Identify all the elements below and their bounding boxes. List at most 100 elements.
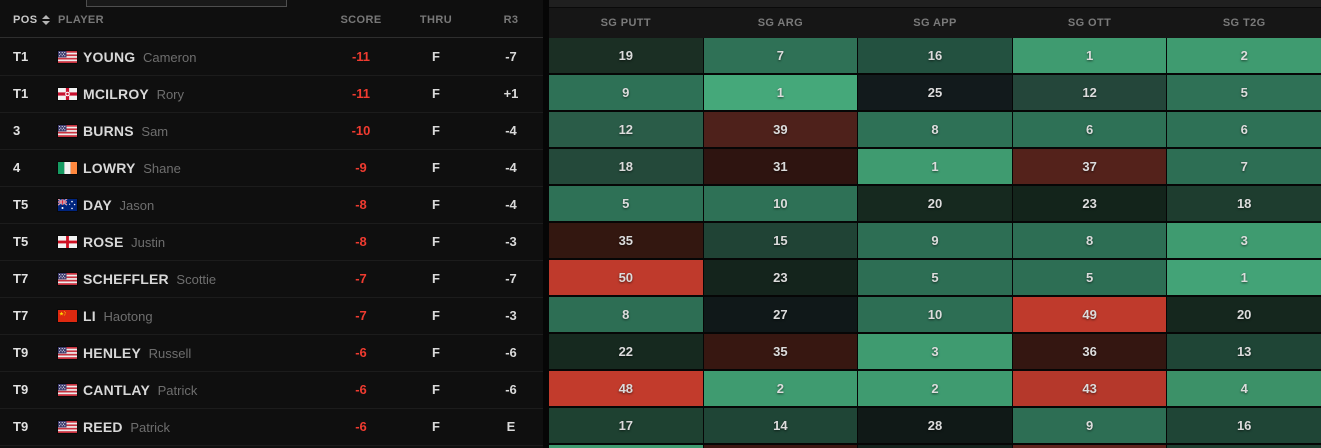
thru-value: F <box>432 49 440 64</box>
sg-col-header[interactable]: SG APP <box>913 17 957 29</box>
sg-cell: 16 <box>1167 408 1321 443</box>
player-last-name: LOWRY <box>83 160 136 176</box>
sg-cell: 20 <box>858 186 1012 221</box>
position-value: T9 <box>13 419 29 434</box>
thru-value: F <box>432 86 440 101</box>
player-name: REED Patrick <box>83 409 170 445</box>
sg-cell: 7 <box>703 38 858 73</box>
sg-cell: 3 <box>1167 223 1321 258</box>
table-row[interactable]: T9 REED Patrick -6 F E <box>0 409 543 446</box>
sg-cell: 1 <box>703 75 858 110</box>
sg-col-header[interactable]: SG ARG <box>757 17 804 29</box>
player-name: BURNS Sam <box>83 113 168 149</box>
player-name: LOWRY Shane <box>83 150 181 186</box>
thru-value: F <box>432 123 440 138</box>
sg-cell: 19 <box>549 38 703 73</box>
position-value: T7 <box>13 271 29 286</box>
col-header-pos[interactable]: POS <box>13 14 38 26</box>
player-last-name: BURNS <box>83 123 134 139</box>
thru-value: F <box>432 160 440 175</box>
sort-desc-icon <box>42 21 50 25</box>
player-last-name: MCILROY <box>83 86 149 102</box>
sg-cell: 23 <box>1012 186 1167 221</box>
leaderboard-rows: T1 YOUNG Cameron -11 F -7 T1 MCILROY Ror… <box>0 39 543 446</box>
table-row[interactable]: 3 BURNS Sam -10 F -4 <box>0 113 543 150</box>
thru-value: F <box>432 382 440 397</box>
table-row[interactable]: 4 LOWRY Shane -9 F -4 <box>0 150 543 187</box>
thru-value: F <box>432 419 440 434</box>
sg-cell: 6 <box>1167 112 1321 147</box>
r3-value: -7 <box>505 49 517 64</box>
player-first-name: Shane <box>139 161 181 176</box>
sg-partial-cell <box>1012 445 1167 448</box>
sg-cell: 6 <box>1012 112 1167 147</box>
col-header-thru[interactable]: THRU <box>419 14 453 26</box>
position-value: T5 <box>13 234 29 249</box>
sg-cell: 14 <box>703 408 858 443</box>
thru-value: F <box>432 197 440 212</box>
r3-value: -4 <box>505 160 517 175</box>
sg-cell: 28 <box>858 408 1012 443</box>
player-name: MCILROY Rory <box>83 76 184 112</box>
sg-col-header[interactable]: SG OTT <box>1067 17 1112 29</box>
leaderboard-panel: POS PLAYER SCORE THRU R3 T1 YOUNG Camero… <box>0 0 543 448</box>
sg-cell: 15 <box>703 223 858 258</box>
score-value: -9 <box>355 160 367 175</box>
flag-us-icon <box>58 125 77 137</box>
sg-cell: 2 <box>703 371 858 406</box>
sg-panel-top-strip <box>549 0 1321 8</box>
col-header-r3[interactable]: R3 <box>503 14 519 26</box>
sg-col-header[interactable]: SG T2G <box>1222 17 1266 29</box>
sg-cell: 27 <box>703 297 858 332</box>
sg-cell: 8 <box>1012 223 1167 258</box>
flag-us-icon <box>58 421 77 433</box>
col-header-player[interactable]: PLAYER <box>58 14 105 26</box>
player-first-name: Justin <box>127 235 166 250</box>
sg-cell: 23 <box>703 260 858 295</box>
player-first-name: Scottie <box>172 272 217 287</box>
player-last-name: CANTLAY <box>83 382 150 398</box>
player-first-name: Patrick <box>154 383 198 398</box>
player-last-name: LI <box>83 308 96 324</box>
sg-cell: 50 <box>549 260 703 295</box>
strokes-gained-panel: SG PUTT SG ARG SG APP SG OTT SG T2G 19 7 16 1 2 9… <box>549 0 1321 448</box>
sg-cell: 13 <box>1167 334 1321 369</box>
table-row[interactable]: T5 ROSE Justin -8 F -3 <box>0 224 543 261</box>
sg-cell: 8 <box>549 297 703 332</box>
sg-cell: 49 <box>1012 297 1167 332</box>
sort-icon[interactable] <box>42 15 50 25</box>
sg-partial-cell <box>858 445 1012 448</box>
flag-ie-icon <box>58 162 77 174</box>
player-last-name: YOUNG <box>83 49 136 65</box>
position-value: T7 <box>13 308 29 323</box>
player-last-name: HENLEY <box>83 345 141 361</box>
sg-cell: 1 <box>858 149 1012 184</box>
sg-cell: 1 <box>1012 38 1167 73</box>
score-value: -6 <box>355 345 367 360</box>
table-row[interactable]: T1 YOUNG Cameron -11 F -7 <box>0 39 543 76</box>
sg-cell: 37 <box>1012 149 1167 184</box>
r3-value: -7 <box>505 271 517 286</box>
sg-cell: 18 <box>1167 186 1321 221</box>
player-first-name: Sam <box>137 124 169 139</box>
position-value: 4 <box>13 160 21 175</box>
col-header-score[interactable]: SCORE <box>340 14 382 26</box>
table-row[interactable]: T9 CANTLAY Patrick -6 F -6 <box>0 372 543 409</box>
table-row[interactable]: T7 SCHEFFLER Scottie -7 F -7 <box>0 261 543 298</box>
sg-cell: 4 <box>1167 371 1321 406</box>
table-row[interactable]: T7 LI Haotong -7 F -3 <box>0 298 543 335</box>
table-row[interactable]: T5 DAY Jason -8 F -4 <box>0 187 543 224</box>
score-value: -7 <box>355 308 367 323</box>
sg-cell: 43 <box>1012 371 1167 406</box>
r3-value: +1 <box>503 86 519 101</box>
table-row[interactable]: T9 HENLEY Russell -6 F -6 <box>0 335 543 372</box>
r3-value: -6 <box>505 382 517 397</box>
sg-col-header[interactable]: SG PUTT <box>600 17 652 29</box>
partial-filter-control[interactable] <box>86 0 287 7</box>
flag-us-icon <box>58 51 77 63</box>
player-first-name: Jason <box>115 198 155 213</box>
score-value: -11 <box>351 49 371 64</box>
flag-us-icon <box>58 273 77 285</box>
sg-cell: 20 <box>1167 297 1321 332</box>
table-row[interactable]: T1 MCILROY Rory -11 F +1 <box>0 76 543 113</box>
